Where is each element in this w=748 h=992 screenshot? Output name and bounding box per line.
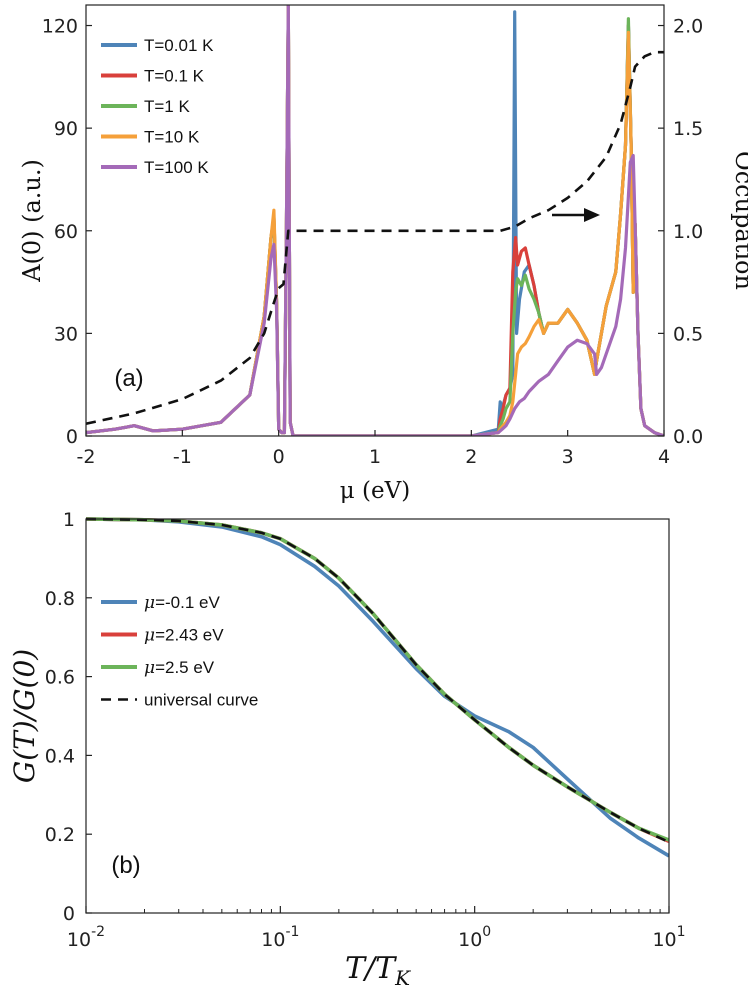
- panel-a-ytick-label: 30: [54, 323, 78, 345]
- panel-b-legend-mu: μ: [144, 626, 155, 646]
- panel-b-series-line-0: [86, 517, 669, 858]
- panel-a-series-line-5: [86, 50, 664, 425]
- panel-a-ytick-label: 120: [42, 16, 78, 38]
- panel-a-label: (a): [114, 365, 143, 392]
- panel-b-ytick-label: 0.2: [45, 824, 75, 846]
- panel-b-xtick-base: 10: [458, 929, 482, 951]
- panel-b-chart: 10-2 10-1 100 10100.20.40.60.81T/TKG(T)/G(0…: [8, 509, 686, 990]
- panel-a-chart: -2 -1 0 1 2 3 4 0 30 60 90 120 0.0 0.5 1.0 1.5 2.0 μ (eV)…: [18, 4, 748, 504]
- panel-a-series-group: [86, 5, 664, 436]
- panel-b-label: (b): [111, 852, 140, 879]
- panel-a-ytick-right-label: 2.0: [673, 16, 703, 38]
- panel-b-xtick-label: 100: [458, 924, 491, 951]
- panel-a-legend-label: T=100 K: [144, 158, 209, 177]
- panel-b-legend-mu: μ: [144, 658, 155, 678]
- panel-a-xtick-label: 1: [369, 446, 381, 468]
- panel-b-xtick-exp: 0: [482, 924, 491, 940]
- panel-a-xtick-label: -1: [173, 446, 192, 468]
- panel-b-ytick-label: 0: [63, 903, 75, 925]
- panel-b-legend-mu: μ: [144, 593, 155, 613]
- panel-b-xtick-exp: -1: [285, 924, 299, 940]
- panel-a-ytick-right-label: 1.0: [673, 221, 703, 243]
- panel-b-legend-label: universal curve: [144, 691, 258, 710]
- panel-a-xtick-label: 2: [465, 446, 477, 468]
- panel-b-series-group: [86, 517, 669, 858]
- panel-a-legend-label: T=0.01 K: [144, 36, 214, 55]
- panel-b-xlabel-sub: K: [394, 966, 411, 990]
- panel-a-series-line-4: [86, 5, 664, 436]
- panel-b-xtick-exp: 1: [677, 924, 686, 940]
- panel-b-frame: [85, 518, 670, 914]
- panel-b-legend-value: =-0.1 eV: [155, 593, 220, 612]
- panel-b-legend-value: =2.43 eV: [155, 626, 224, 645]
- panel-b-ytick-label: 1: [63, 509, 75, 531]
- panel-b-xlabel-main: T/T: [345, 951, 397, 986]
- panel-a-ytick-label: 90: [54, 118, 78, 140]
- panel-a-ytick-label: 60: [54, 221, 78, 243]
- panel-a-legend-label: T=1 K: [144, 97, 190, 116]
- panel-b-xtick-label: 10-2: [67, 924, 105, 951]
- panel-a-ytick-right-label: 1.5: [673, 118, 703, 140]
- panel-b-xtick-exp: -2: [91, 924, 105, 940]
- panel-a-ytick-right-label: 0.5: [673, 323, 703, 345]
- panel-a-ytick-label: 0: [66, 426, 78, 448]
- panel-a-xtick-label: -2: [77, 446, 96, 468]
- panel-a-ylabel-right: Occupation: [730, 151, 748, 290]
- panel-b-legend-label: μ=-0.1 eV: [144, 593, 220, 613]
- panel-a-xtick-label: 0: [273, 446, 285, 468]
- panel-b-legend-label: μ=2.43 eV: [144, 626, 224, 646]
- panel-b-xtick-label: 10-1: [261, 924, 299, 951]
- panel-b-ytick-label: 0.6: [45, 667, 75, 689]
- panel-b-ytick-label: 0.8: [45, 588, 75, 610]
- panel-a-series-line-3: [86, 5, 664, 436]
- panel-b-xtick-base: 10: [652, 929, 676, 951]
- panel-a-xlabel: μ (eV): [340, 478, 410, 504]
- panel-a-legend-label: T=10 K: [144, 128, 200, 147]
- panel-b-ytick-label: 0.4: [45, 745, 75, 767]
- panel-a-ylabel: A(0) (a.u.): [18, 159, 46, 283]
- panel-b-xtick-base: 10: [261, 929, 285, 951]
- panel-a-ytick-right-label: 0.0: [673, 426, 703, 448]
- panel-a-legend-label: T=0.1 K: [144, 67, 205, 86]
- panel-b-ylabel: G(T)/G(0): [8, 649, 41, 783]
- panel-b-series-line-3: [86, 517, 669, 844]
- panel-b-xlabel: T/TK: [345, 951, 411, 990]
- panel-a-xtick-label: 3: [562, 446, 574, 468]
- panel-a-arrow-head: [584, 208, 600, 222]
- panel-a-xtick-label: 4: [658, 446, 670, 468]
- panel-b-xtick-base: 10: [67, 929, 91, 951]
- panel-b-legend-label: μ=2.5 eV: [144, 658, 215, 678]
- panel-b-legend-value: =2.5 eV: [155, 658, 215, 677]
- panel-b-xtick-label: 101: [652, 924, 685, 951]
